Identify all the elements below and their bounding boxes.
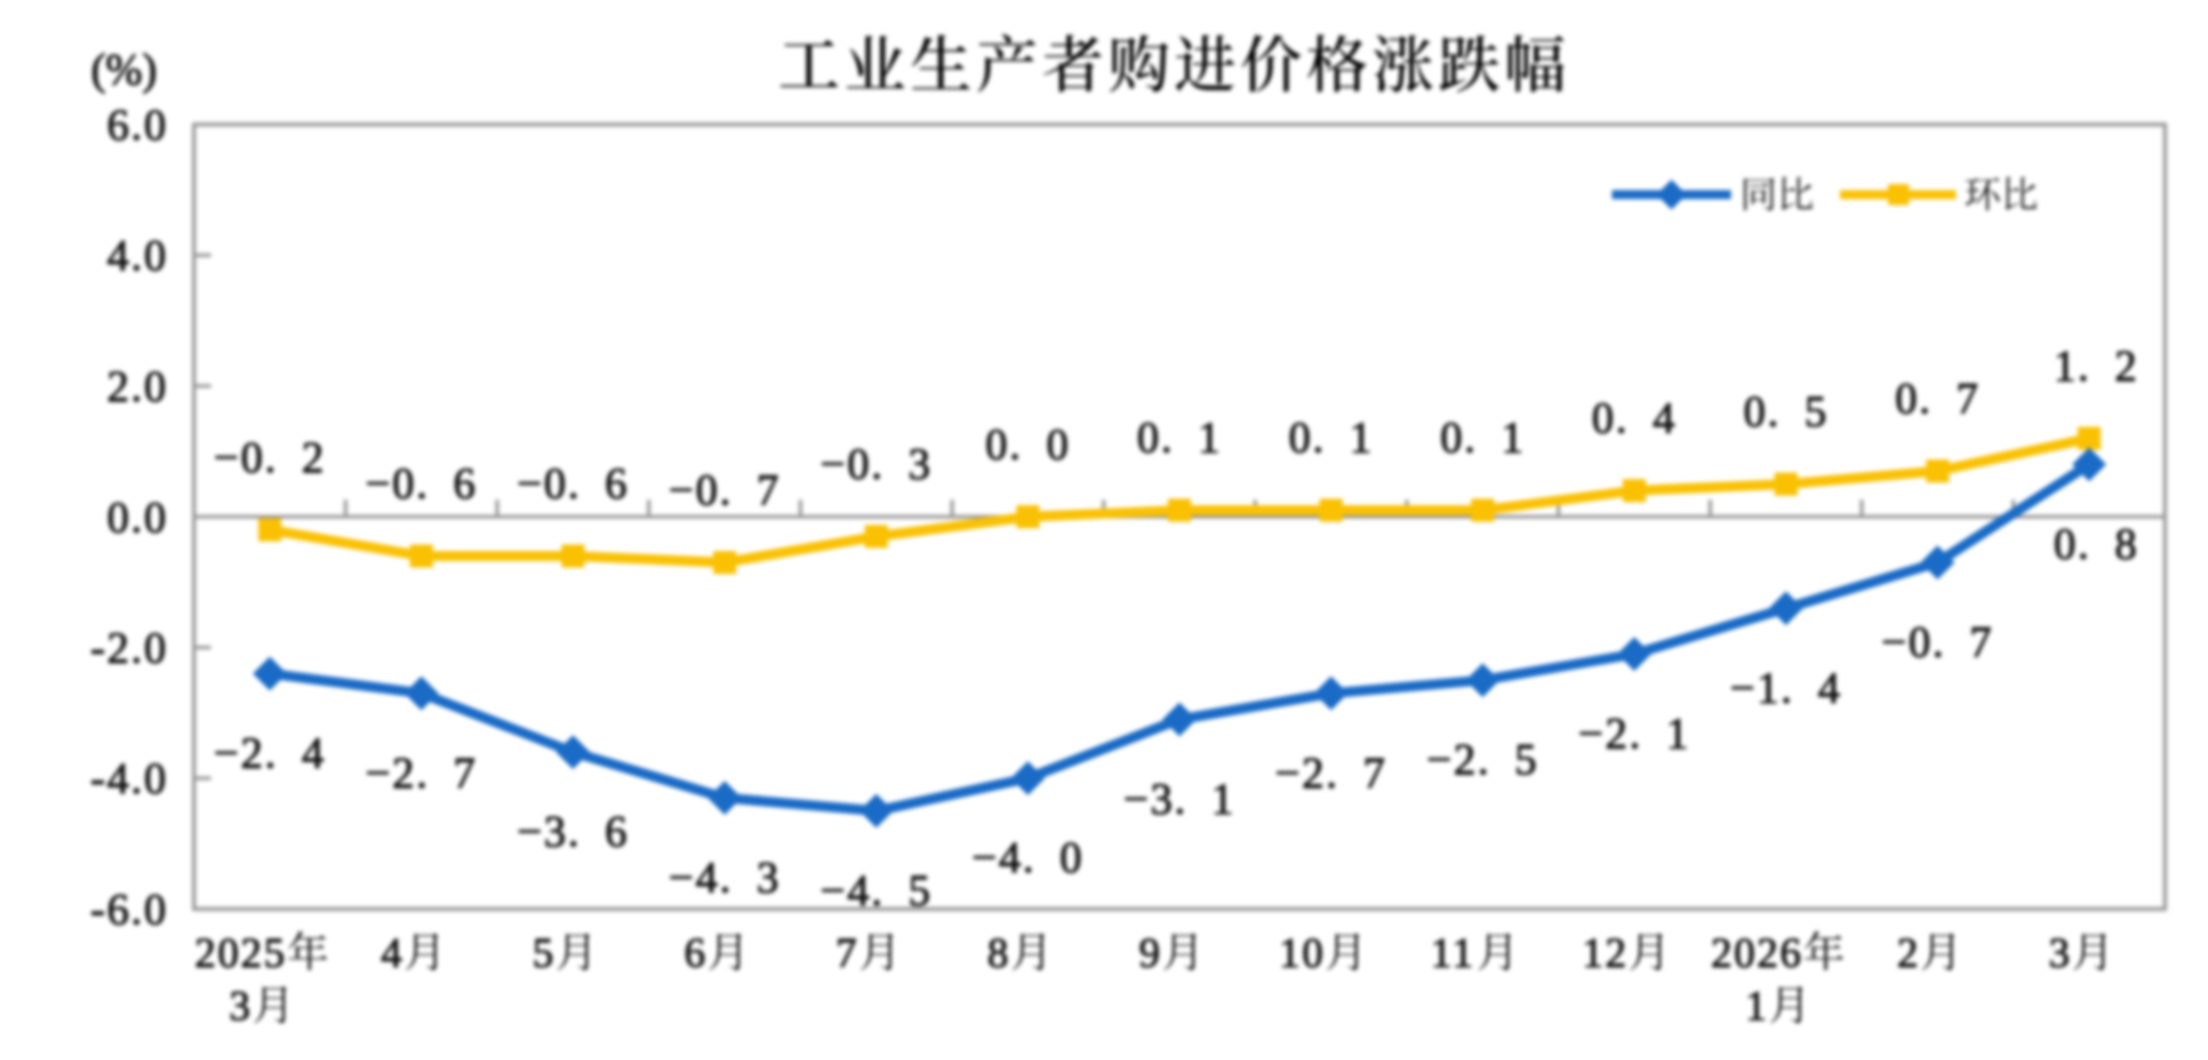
svg-text:5: 5 (533, 931, 556, 977)
svg-text:-6.0: -6.0 (90, 885, 168, 934)
svg-text:2.0: 2.0 (107, 362, 168, 411)
svg-text:1. 2: 1. 2 (2054, 341, 2139, 390)
svg-text:−4. 5: −4. 5 (820, 866, 932, 915)
svg-text:−2. 1: −2. 1 (1578, 709, 1690, 758)
svg-text:−0. 7: −0. 7 (1882, 618, 1994, 667)
svg-text:8: 8 (987, 931, 1010, 977)
svg-text:0. 7: 0. 7 (1895, 374, 1980, 423)
svg-text:4: 4 (381, 931, 404, 977)
svg-text:9: 9 (1139, 931, 1162, 977)
svg-text:0. 1: 0. 1 (1440, 413, 1525, 462)
svg-text:6: 6 (684, 931, 707, 977)
svg-text:-2.0: -2.0 (90, 624, 168, 673)
svg-text:−3. 1: −3. 1 (1124, 774, 1236, 823)
svg-text:−1. 4: −1. 4 (1730, 663, 1842, 712)
svg-text:0. 8: 0. 8 (2054, 520, 2139, 569)
svg-text:−2. 5: −2. 5 (1427, 735, 1539, 784)
svg-text:−2. 7: −2. 7 (1275, 748, 1387, 797)
svg-text:−0. 2: −0. 2 (214, 433, 326, 482)
svg-text:10: 10 (1279, 931, 1325, 977)
svg-text:2: 2 (1897, 931, 1920, 977)
svg-text:0. 4: 0. 4 (1592, 394, 1677, 443)
svg-text:−3. 6: −3. 6 (517, 807, 629, 856)
svg-text:-4.0: -4.0 (90, 754, 168, 803)
svg-text:0. 5: 0. 5 (1744, 387, 1829, 436)
svg-text:−0. 7: −0. 7 (669, 466, 781, 515)
svg-text:6.0: 6.0 (107, 101, 168, 150)
svg-text:2025: 2025 (195, 931, 287, 977)
svg-text:1: 1 (1746, 984, 1769, 1030)
svg-text:−2. 4: −2. 4 (214, 729, 326, 778)
svg-text:−2. 7: −2. 7 (365, 748, 477, 797)
svg-text:3: 3 (2049, 931, 2072, 977)
svg-text:11: 11 (1431, 931, 1475, 977)
svg-text:0.0: 0.0 (107, 493, 168, 542)
svg-text:12: 12 (1582, 931, 1628, 977)
svg-text:−4. 3: −4. 3 (669, 853, 781, 902)
svg-text:−4. 0: −4. 0 (972, 833, 1084, 882)
svg-text:7: 7 (836, 931, 859, 977)
svg-text:0. 0: 0. 0 (985, 420, 1070, 469)
svg-text:(%): (%) (91, 45, 157, 94)
svg-text:−0. 6: −0. 6 (365, 459, 477, 508)
svg-text:2026: 2026 (1711, 931, 1803, 977)
svg-text:3: 3 (229, 984, 252, 1030)
svg-text:4.0: 4.0 (107, 231, 168, 280)
svg-text:−0. 3: −0. 3 (820, 439, 932, 488)
svg-text:0. 1: 0. 1 (1289, 413, 1374, 462)
svg-text:0. 1: 0. 1 (1137, 413, 1222, 462)
svg-text:−0. 6: −0. 6 (517, 459, 629, 508)
